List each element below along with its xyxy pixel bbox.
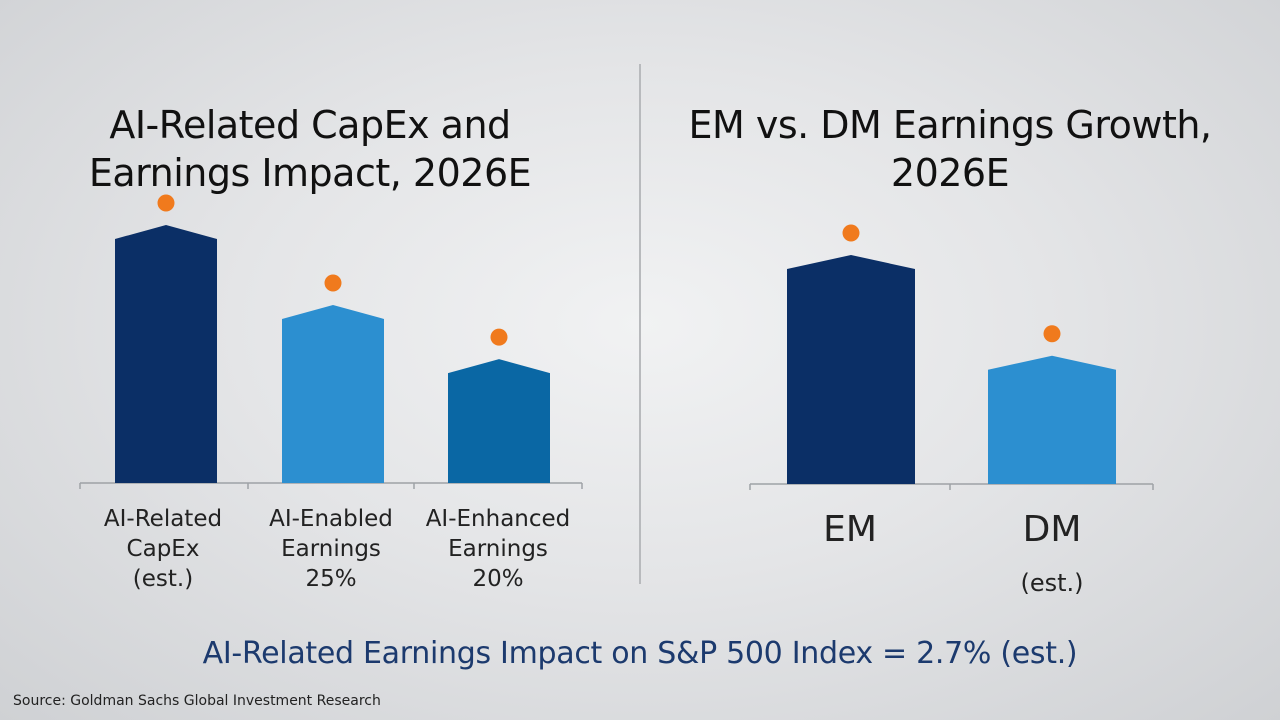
right-category-label-dm: DM (est.) — [972, 508, 1132, 598]
left-chart-title: AI-Related CapEx and Earnings Impact, 20… — [40, 101, 580, 197]
category-label-line: DM — [1022, 509, 1082, 550]
bar-marker-dot — [842, 224, 860, 242]
bar — [448, 359, 550, 483]
footer-headline: AI-Related Earnings Impact on S&P 500 In… — [202, 636, 1078, 671]
right-chart-title: EM vs. DM Earnings Growth, 2026E — [660, 101, 1240, 197]
category-label-line: 25% — [305, 566, 357, 592]
category-label-line: Earnings — [281, 536, 381, 562]
left-category-label-2: AI-Enabled Earnings 25% — [256, 504, 406, 594]
category-label-line: CapEx — [126, 536, 200, 562]
category-sub-label: (est.) — [1020, 569, 1084, 597]
category-label-line: Earnings — [448, 536, 548, 562]
right-title-line-2: 2026E — [890, 151, 1010, 195]
left-title-line-2: Earnings Impact, 2026E — [88, 151, 532, 195]
bar — [787, 255, 915, 484]
category-label-line: AI-Related — [103, 506, 223, 532]
right-category-label-em: EM — [770, 508, 930, 552]
source-note: Source: Goldman Sachs Global Investment … — [13, 693, 381, 709]
left-category-label-1: AI-Related CapEx (est.) — [88, 504, 238, 594]
bar — [282, 304, 384, 483]
left-title-line-1: AI-Related CapEx and — [109, 103, 511, 147]
left-category-label-3: AI-Enhanced Earnings 20% — [410, 504, 586, 594]
right-title-line-1: EM vs. DM Earnings Growth, — [688, 103, 1212, 147]
center-divider — [639, 64, 641, 584]
bar-marker-dot — [157, 194, 175, 212]
bar-marker-dot — [490, 328, 508, 346]
category-label-line: (est.) — [132, 566, 194, 592]
category-label-line: EM — [823, 509, 877, 550]
category-label-line: AI-Enhanced — [425, 506, 571, 532]
category-label-line: 20% — [472, 566, 524, 592]
bar-marker-dot — [1043, 325, 1061, 343]
category-label-line: AI-Enabled — [269, 506, 393, 532]
bar — [115, 225, 217, 483]
bar — [988, 355, 1116, 484]
bar-marker-dot — [324, 274, 342, 292]
